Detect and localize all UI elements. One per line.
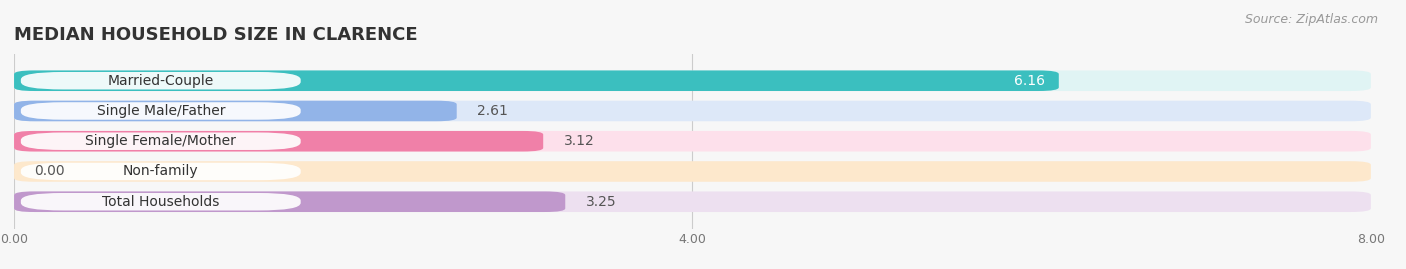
FancyBboxPatch shape [21, 163, 301, 180]
FancyBboxPatch shape [14, 192, 565, 212]
Text: Source: ZipAtlas.com: Source: ZipAtlas.com [1244, 13, 1378, 26]
Text: Married-Couple: Married-Couple [108, 74, 214, 88]
FancyBboxPatch shape [14, 192, 1371, 212]
FancyBboxPatch shape [21, 132, 301, 150]
Text: 6.16: 6.16 [1014, 74, 1045, 88]
FancyBboxPatch shape [14, 161, 1371, 182]
Text: MEDIAN HOUSEHOLD SIZE IN CLARENCE: MEDIAN HOUSEHOLD SIZE IN CLARENCE [14, 26, 418, 44]
Text: 3.12: 3.12 [564, 134, 595, 148]
FancyBboxPatch shape [14, 131, 1371, 151]
FancyBboxPatch shape [21, 72, 301, 90]
Text: 3.25: 3.25 [586, 195, 616, 209]
FancyBboxPatch shape [14, 131, 543, 151]
Text: 0.00: 0.00 [34, 164, 65, 178]
Text: Non-family: Non-family [122, 164, 198, 178]
FancyBboxPatch shape [14, 70, 1059, 91]
FancyBboxPatch shape [14, 70, 1371, 91]
Text: 2.61: 2.61 [477, 104, 508, 118]
Text: Total Households: Total Households [103, 195, 219, 209]
Text: Single Male/Father: Single Male/Father [97, 104, 225, 118]
FancyBboxPatch shape [21, 102, 301, 120]
FancyBboxPatch shape [14, 101, 457, 121]
Text: Single Female/Mother: Single Female/Mother [86, 134, 236, 148]
FancyBboxPatch shape [21, 193, 301, 210]
FancyBboxPatch shape [14, 101, 1371, 121]
